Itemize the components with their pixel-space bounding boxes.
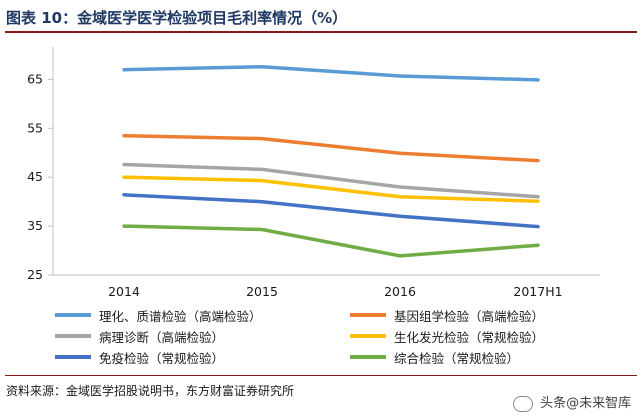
legend-item: 免疫检验（常规检验） [55, 347, 224, 367]
series-line-2 [122, 133, 540, 163]
legend-swatch [55, 334, 91, 338]
legend-swatch [55, 355, 91, 359]
watermark-text: 头条@未来智库 [540, 396, 632, 411]
legend-label: 病理诊断（高端检验） [99, 329, 225, 345]
legend-swatch [350, 334, 386, 338]
watermark: 头条@未来智库 [510, 392, 635, 416]
y-tick-label: 35 [27, 218, 43, 233]
legend-label: 基因组学检验（高端检验） [394, 308, 545, 324]
legend-item: 理化、质谱检验（高端检验） [55, 305, 262, 325]
chart-title: 图表 10：金域医学医学检验项目毛利率情况（%） [6, 9, 348, 27]
chart-legend: 理化、质谱检验（高端检验） 基因组学检验（高端检验） 病理诊断（高端检验） 生化发光检… [55, 305, 615, 369]
legend-swatch [350, 313, 386, 317]
legend-label: 理化、质谱检验（高端检验） [99, 308, 262, 324]
series-line-4 [122, 175, 540, 203]
source-note: 资料来源：金域医学招股说明书，东方财富证券研究所 [6, 384, 295, 398]
legend-label: 生化发光检验（常规检验） [394, 329, 545, 345]
legend-item: 基因组学检验（高端检验） [350, 305, 544, 325]
y-tick-label: 65 [27, 71, 43, 86]
x-tick-label: 2015 [246, 284, 278, 299]
x-tick-label: 2016 [384, 284, 416, 299]
legend-swatch [350, 355, 386, 359]
series-line-3 [122, 162, 540, 199]
series-line-5 [122, 193, 540, 229]
y-tick-label: 55 [27, 120, 43, 135]
legend-swatch [55, 313, 91, 317]
legend-label: 免疫检验（常规检验） [99, 350, 225, 366]
y-tick-label: 45 [27, 169, 43, 184]
title-divider [5, 31, 637, 33]
legend-label: 综合检验（常规检验） [394, 350, 520, 366]
legend-item: 生化发光检验（常规检验） [350, 326, 544, 346]
legend-item: 病理诊断（高端检验） [55, 326, 224, 346]
x-tick-label: 2014 [108, 284, 140, 299]
legend-item: 综合检验（常规检验） [350, 347, 519, 367]
series-line-6 [122, 224, 540, 258]
source-divider [5, 375, 637, 376]
watermark-logo-icon [513, 395, 533, 412]
x-tick-label: 2017H1 [513, 284, 562, 299]
series-line-1 [122, 64, 540, 82]
y-tick-label: 25 [27, 267, 43, 282]
